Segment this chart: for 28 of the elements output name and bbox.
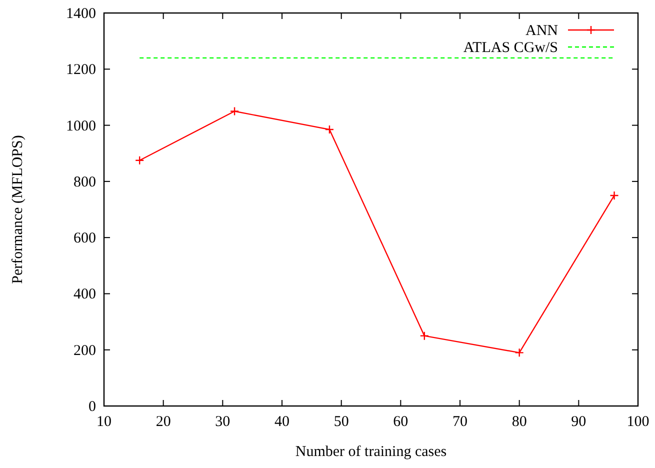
x-tick-label: 50 bbox=[334, 414, 349, 430]
point bbox=[230, 106, 240, 116]
y-tick-label: 1000 bbox=[66, 118, 96, 134]
y-tick-label: 1400 bbox=[66, 6, 96, 22]
x-tick-label: 90 bbox=[571, 414, 586, 430]
legend-label: ATLAS CGw/S bbox=[463, 40, 558, 56]
y-tick-label: 600 bbox=[74, 230, 96, 247]
point bbox=[610, 190, 619, 200]
x-tick-label: 30 bbox=[215, 414, 230, 430]
x-tick-label: 10 bbox=[96, 414, 112, 430]
legend-label: ANN bbox=[526, 23, 558, 39]
point bbox=[324, 124, 334, 134]
x-tick-label: 40 bbox=[274, 414, 290, 430]
y-tick-label: 800 bbox=[74, 174, 96, 190]
y-tick-label: 0 bbox=[88, 399, 96, 415]
x-tick-label: 80 bbox=[512, 414, 527, 430]
x-tick-label: 20 bbox=[156, 414, 171, 430]
x-tick-label: 100 bbox=[626, 414, 650, 430]
x-tick-label: 70 bbox=[452, 414, 468, 430]
y-tick-label: 200 bbox=[74, 342, 96, 359]
y-axis-title: Performance (MFLOPS) bbox=[10, 135, 26, 284]
point bbox=[135, 156, 144, 165]
x-axis-title: Number of training cases bbox=[295, 444, 447, 460]
y-tick-label: 1200 bbox=[66, 62, 96, 78]
y-tick-label: 400 bbox=[74, 286, 96, 303]
x-tick-label: 60 bbox=[393, 414, 408, 430]
point bbox=[514, 348, 524, 358]
point bbox=[420, 331, 429, 340]
